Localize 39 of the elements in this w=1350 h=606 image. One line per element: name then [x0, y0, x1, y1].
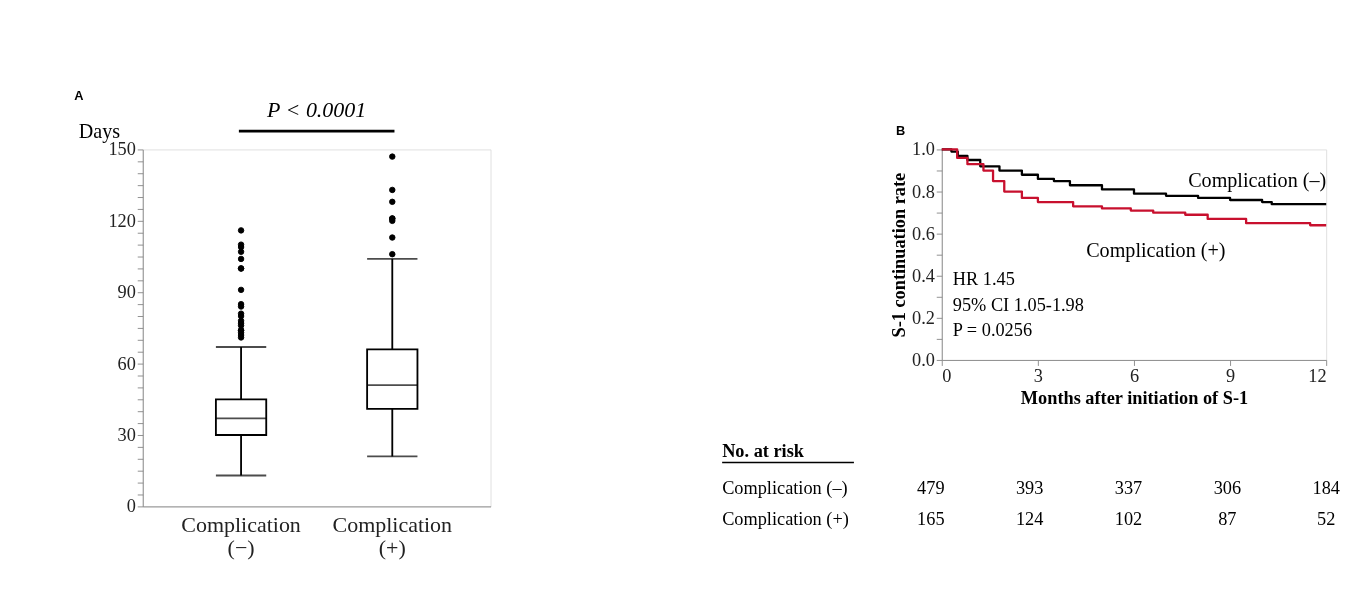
- text: 165: [917, 508, 945, 529]
- text: 102: [1114, 508, 1143, 529]
- y-tick-label: 30: [117, 424, 136, 445]
- x-tick-label: 9: [1225, 366, 1236, 387]
- annotation: P = 0.0256: [952, 320, 1033, 341]
- y-tick-label: 1.0: [912, 139, 935, 160]
- y-tick-label: 0: [126, 496, 136, 517]
- annotation: 95% CI 1.05-1.98: [952, 294, 1084, 315]
- x-tick-label: 3: [1033, 366, 1043, 387]
- text: 87: [1218, 508, 1237, 529]
- series-label: Complication (+): [1086, 239, 1226, 263]
- series-label: Complication (–): [1188, 168, 1327, 192]
- annotation: HR 1.45: [952, 268, 1015, 289]
- x-tick-label: 6: [1129, 366, 1140, 387]
- text: 184: [1312, 477, 1340, 498]
- x-tick-label: 12: [1308, 366, 1327, 387]
- text: 479: [917, 477, 945, 498]
- text: 393: [1015, 477, 1044, 498]
- text: P < 0.0001: [266, 97, 367, 123]
- y-tick-label: 0.0: [912, 349, 935, 370]
- text: 337: [1114, 477, 1143, 498]
- text: 306: [1213, 477, 1242, 498]
- y-tick-label: 0.6: [912, 223, 935, 244]
- y-tick-label: 120: [108, 210, 136, 231]
- y-tick-label: 90: [117, 282, 136, 303]
- chart-title: A: [74, 88, 84, 104]
- x-tick-label: Complication (−): [181, 511, 301, 561]
- y-axis-title: S-1 continuation rate: [888, 172, 909, 338]
- x-tick-label: 0: [942, 366, 952, 387]
- text: No. at risk: [722, 441, 805, 461]
- y-tick-label: 0.4: [912, 265, 935, 286]
- text: Complication (–): [722, 477, 848, 499]
- x-axis-title: Months after initiation of S-1: [1020, 388, 1249, 409]
- y-tick-label: 60: [117, 353, 136, 374]
- y-tick-label: 0.2: [912, 307, 935, 328]
- text: 52: [1317, 508, 1336, 529]
- chart-title: B: [896, 122, 906, 138]
- text: 124: [1015, 508, 1044, 529]
- y-tick-label: 0.8: [912, 181, 935, 202]
